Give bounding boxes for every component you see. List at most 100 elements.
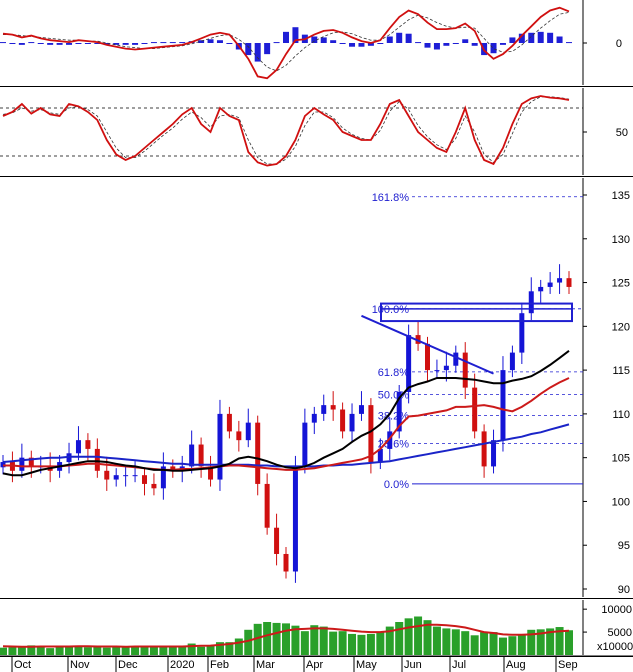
candle-body [368,405,374,463]
macd-hist-bar [150,42,157,44]
price-tick-label: 95 [618,540,630,552]
x-tick-label: Feb [210,659,229,671]
volume-bar [0,647,7,655]
macd-hist-bar [198,40,205,43]
panel-frames [0,0,633,657]
volume-bar [376,631,385,655]
volume-bar [187,643,196,655]
macd-hist-bar [509,37,516,43]
candle-body [113,475,119,480]
x-tick-label: Nov [70,659,90,671]
macd-hist-bar [28,42,35,44]
candle-body [274,527,280,554]
volume-bar [234,638,243,655]
candle-body [208,466,214,480]
x-tick-label: Apr [306,659,323,671]
macd-hist-bar [556,36,563,43]
macd-hist-bar [273,42,280,44]
x-tick-label: Mar [256,659,275,671]
stoch-d-line [2,96,570,165]
macd-hist-bar [141,43,148,44]
volume-bar [121,646,130,655]
macd-hist-bar [433,43,440,50]
price-tick-label: 90 [618,584,630,596]
macd-hist-bar [226,43,233,44]
moving-average-red [3,377,570,471]
macd-hist-bar [132,43,139,45]
volume-tick-label: 10000 [601,604,632,616]
candle-body [406,335,412,392]
macd-signal-line [3,12,570,72]
candle-body [557,278,563,283]
candle-body [377,448,383,463]
volume-bar [272,622,281,655]
macd-hist-bar [566,42,572,44]
volume-bar [480,632,489,655]
macd-hist-bar [499,43,506,45]
fib-level-label: 161.8% [372,192,410,204]
candle-body [472,387,478,432]
volume-bar [451,629,460,655]
volume-bar [338,631,347,655]
macd-hist-bar [330,40,337,43]
candle-body [160,466,166,489]
volume-bar [112,647,121,655]
x-tick-label: Sep [558,659,578,671]
candle-body [349,413,355,432]
macd-hist-bar [103,43,110,45]
candle-body [189,444,195,467]
macd-hist-bar [9,43,16,44]
macd-hist-bar [216,40,223,43]
macd-hist-bar [207,39,214,43]
macd-hist-bar [452,43,459,44]
volume-bar [244,629,253,655]
candle-body [142,475,147,484]
candle-body [28,457,34,467]
volume-bar [385,626,394,655]
x-tick-label: 2020 [170,659,194,671]
candle-body [236,431,242,441]
candle-body [264,483,270,528]
macd-hist-bar [283,31,289,43]
volume-bar [206,645,215,655]
candle-body [94,448,100,471]
volume-bar [215,642,224,655]
candle-body [151,483,157,489]
volume-bar [546,628,555,655]
macd-hist-bar [18,43,25,45]
volume-bar [536,629,545,655]
volume-bar [36,646,45,655]
macd-hist-bar [386,36,393,43]
candle-body [528,291,534,314]
price-tick-label: 100 [612,496,630,508]
volume-bar [442,628,451,655]
macd-hist-bar [113,43,120,45]
descending-trendline [361,314,494,375]
macd-hist-bar [518,33,525,43]
macd-hist-bar [160,42,167,44]
macd-hist-bar [245,43,252,56]
volume-bar [168,646,177,655]
candle-body [104,470,110,480]
volume-bar [310,625,319,655]
macd-hist-bar [66,43,73,45]
volume-bar [149,647,158,655]
x-tick-label: Dec [118,659,138,671]
candle-body [198,444,204,467]
price-tick-label: 135 [612,190,630,202]
macd-hist-bar [169,42,176,44]
candle-body [255,422,261,484]
volume-bar [329,631,338,655]
candle-body [443,365,449,371]
candle-body [330,405,336,410]
volume-bar [17,646,26,655]
candle-body [500,370,506,441]
price-tick-label: 105 [612,453,630,465]
candle-body [358,405,364,414]
macd-hist-bar [254,43,261,62]
macd-hist-bar [75,43,82,44]
volume-bar [74,645,83,655]
x-axis: Oct Nov Dec 2020 Feb Mar Apr May Jun Jul Aug Sep [0,655,633,672]
